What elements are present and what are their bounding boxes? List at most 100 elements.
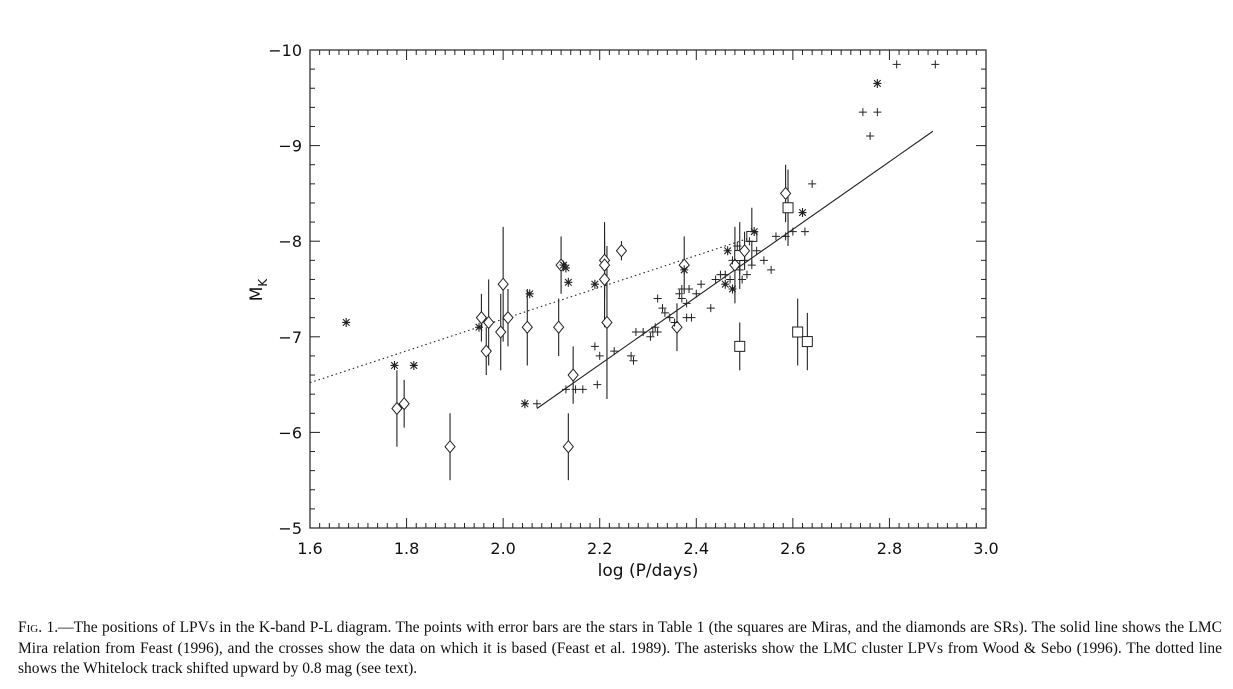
lmc-cross-point [931,60,940,69]
cluster-asterisk-point [561,263,570,273]
lmc-cross-point [639,328,648,337]
cluster-asterisk-point [590,279,599,289]
lmc-cross-point [646,332,655,341]
x-tick-label: 1.6 [297,539,322,558]
lmc-cross-point [800,227,809,236]
sr-diamond-point [671,320,683,335]
cluster-asterisk-point [520,399,529,409]
sr-diamond-point [562,439,574,454]
lmc-cross-point [595,351,604,360]
lmc-cross-point [653,294,662,303]
lmc-cross-point [740,256,749,265]
y-tick-label: −10 [268,41,302,60]
cluster-asterisk-point [342,317,351,327]
data-markers [342,60,940,454]
sr-diamond-point [615,243,628,258]
y-axis-label-sub: K [256,278,270,287]
sr-diamond-point [598,258,611,272]
x-tick-label: 2.2 [587,539,612,558]
cluster-asterisk-point [728,284,737,294]
lmc-cross-point [759,256,768,265]
mira-square-point [734,340,746,352]
y-tick-label: −8 [278,232,302,251]
lmc-cross-point [866,132,875,141]
lmc-cross-point [892,60,901,69]
mira-square-point [801,336,813,348]
axis-tick-labels: 1.6 1.8 2.0 2.2 2.4 2.6 2.8 3.0 −10 −9 −8 −7 −6 −5 [268,41,998,558]
figure: 1.6 1.8 2.0 2.2 2.4 2.6 2.8 3.0 −10 −9 −8 −7 −6 −5 lo… [247,41,999,581]
lmc-cross-point [721,270,730,279]
axis-ticks [309,49,987,529]
y-tick-label: −7 [278,328,302,347]
sr-diamond-point [398,396,410,411]
lmc-cross-point [735,265,744,274]
lmc-cross-point [670,318,679,327]
y-tick-label: −5 [278,519,302,538]
lmc-cross-point [742,270,751,279]
lmc-cross-point [660,308,669,317]
whitelock-track-line [309,235,755,384]
lmc-cross-point [532,399,541,408]
sr-diamond-point [502,310,514,325]
sr-diamond-point [779,186,792,201]
sr-diamond-point [497,277,509,292]
figure-caption: Fig. 1.—The positions of LPVs in the K-b… [18,618,1222,680]
lmc-cross-point [738,275,747,284]
lmc-cross-point [687,313,696,322]
caption-figure-label: Fig. 1. [18,619,59,636]
lmc-cross-point [808,179,817,188]
lmc-cross-point [728,256,737,265]
lmc-cross-point [561,385,570,394]
lmc-cross-point [781,232,790,241]
lmc-cross-point [651,323,660,332]
y-axis-label-main: M [247,287,267,302]
lmc-cross-point [706,304,715,313]
sr-diamond-point [480,344,492,358]
lmc-cross-point [677,294,686,303]
cluster-asterisk-point [390,360,399,370]
svg-text:MK: MK [247,278,270,302]
cluster-asterisk-point [750,227,759,237]
sr-diamond-point [567,368,579,382]
y-tick-label: −6 [278,423,302,442]
lmc-cross-point [631,328,640,337]
x-axis-label: log (P/days) [598,561,699,581]
cluster-asterisk-point [721,279,730,289]
lmc-cross-point [590,342,599,351]
x-tick-label: 2.6 [780,539,805,558]
lmc-cross-point [658,304,667,313]
cluster-asterisk-point [873,78,882,88]
lmc-cross-point [873,108,882,117]
lmc-cross-point [675,289,684,298]
x-tick-label: 1.8 [394,539,419,558]
lmc-cross-point [788,227,797,236]
x-tick-label: 3.0 [973,539,998,558]
cluster-asterisk-point [680,265,689,275]
lmc-cross-point [745,237,754,246]
x-tick-label: 2.4 [684,539,709,558]
y-tick-label: −9 [278,137,302,156]
pl-diagram-chart: 1.6 1.8 2.0 2.2 2.4 2.6 2.8 3.0 −10 −9 −8 −7 −6 −5 lo… [247,41,999,581]
sr-diamond-point [391,401,403,416]
sr-diamond-point [483,315,495,330]
lmc-cross-point [677,285,686,293]
sr-diamond-point [601,315,613,330]
lmc-cross-point [629,356,638,365]
sr-diamond-point [553,320,565,335]
lmc-cross-point [578,385,587,394]
sr-diamond-point [444,439,456,454]
cluster-asterisk-point [525,289,534,299]
cluster-asterisk-point [409,360,418,370]
lmc-cross-point [733,241,742,250]
lmc-cross-point [665,313,674,322]
lmc-cross-point [771,232,780,241]
lmc-cross-point [767,265,776,274]
sr-diamond-point [475,310,488,325]
sr-diamond-point [521,320,533,335]
lmc-cross-point [752,246,761,255]
y-axis-label: MK [247,278,270,302]
lmc-cross-point [571,385,580,394]
x-tick-label: 2.8 [877,539,902,558]
lmc-cross-point [627,351,636,360]
lmc-cross-point [593,380,602,389]
